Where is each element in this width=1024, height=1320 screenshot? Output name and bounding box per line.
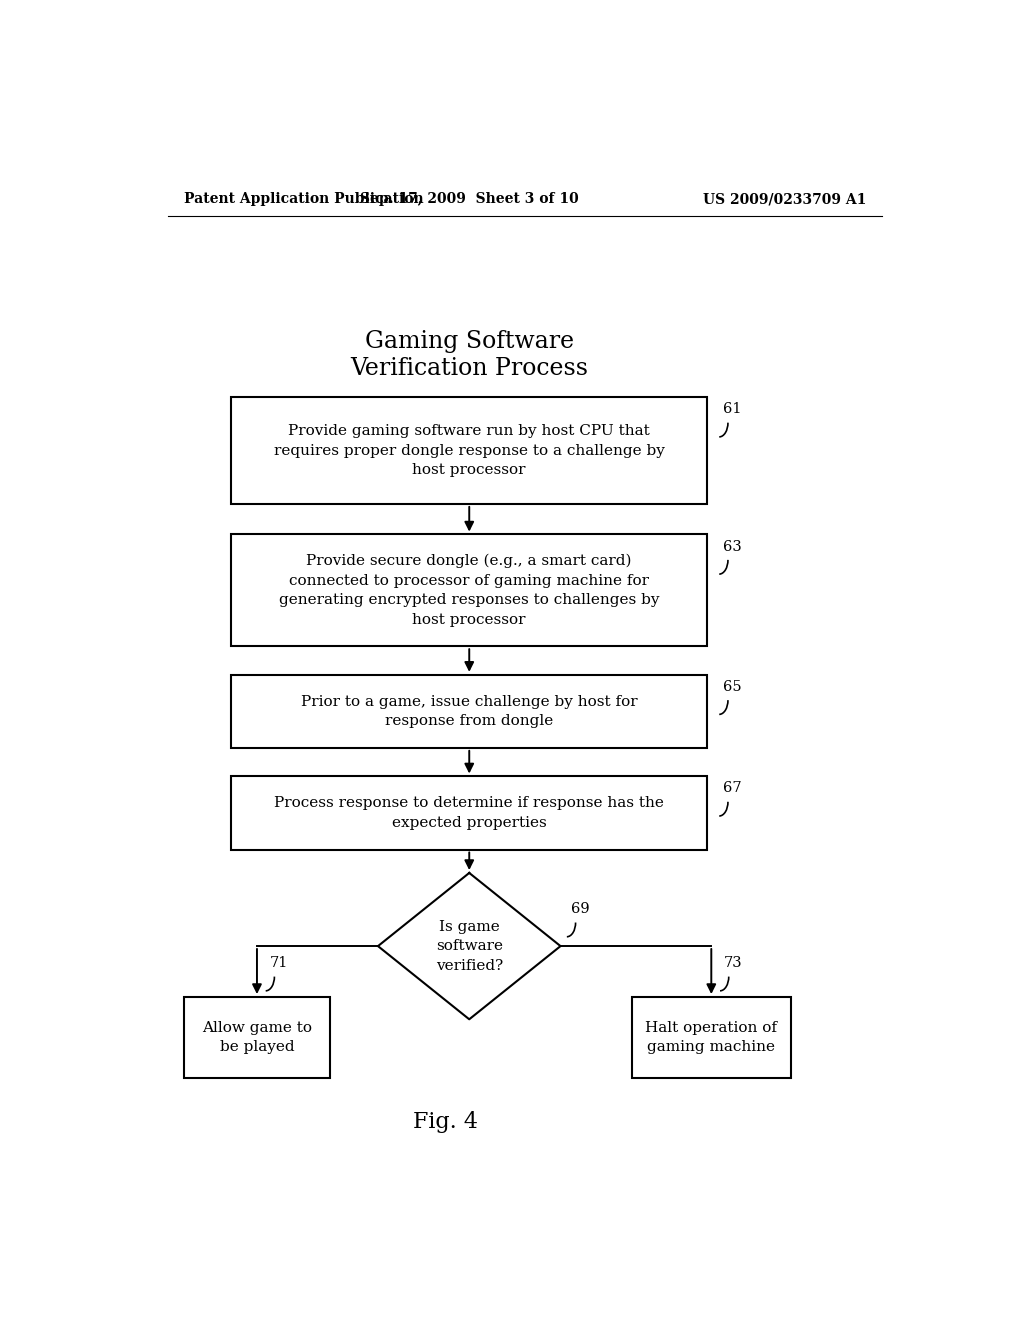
- Text: Allow game to
be played: Allow game to be played: [202, 1020, 312, 1055]
- Bar: [231, 776, 708, 850]
- Text: 65: 65: [723, 680, 741, 694]
- Bar: [231, 675, 708, 748]
- Text: 71: 71: [269, 956, 288, 970]
- Text: Provide secure dongle (e.g., a smart card)
connected to processor of gaming mach: Provide secure dongle (e.g., a smart car…: [279, 554, 659, 627]
- Text: US 2009/0233709 A1: US 2009/0233709 A1: [702, 191, 866, 206]
- Text: Halt operation of
gaming machine: Halt operation of gaming machine: [645, 1020, 777, 1055]
- Bar: [231, 397, 708, 504]
- Text: Is game
software
verified?: Is game software verified?: [435, 920, 503, 973]
- Text: Provide gaming software run by host CPU that
requires proper dongle response to : Provide gaming software run by host CPU …: [273, 424, 665, 477]
- Text: 69: 69: [570, 902, 590, 916]
- Text: Sep. 17, 2009  Sheet 3 of 10: Sep. 17, 2009 Sheet 3 of 10: [359, 191, 579, 206]
- Text: Verification Process: Verification Process: [350, 358, 588, 380]
- Bar: [183, 997, 331, 1078]
- Text: 73: 73: [724, 956, 742, 970]
- Bar: [231, 535, 708, 647]
- Text: Gaming Software: Gaming Software: [365, 330, 573, 352]
- Text: 61: 61: [723, 403, 741, 416]
- Text: Patent Application Publication: Patent Application Publication: [183, 191, 423, 206]
- Text: 63: 63: [723, 540, 742, 553]
- Text: Prior to a game, issue challenge by host for
response from dongle: Prior to a game, issue challenge by host…: [301, 694, 638, 729]
- Text: 67: 67: [723, 781, 741, 796]
- Text: Fig. 4: Fig. 4: [413, 1111, 478, 1133]
- Bar: [632, 997, 791, 1078]
- Text: Process response to determine if response has the
expected properties: Process response to determine if respons…: [274, 796, 665, 830]
